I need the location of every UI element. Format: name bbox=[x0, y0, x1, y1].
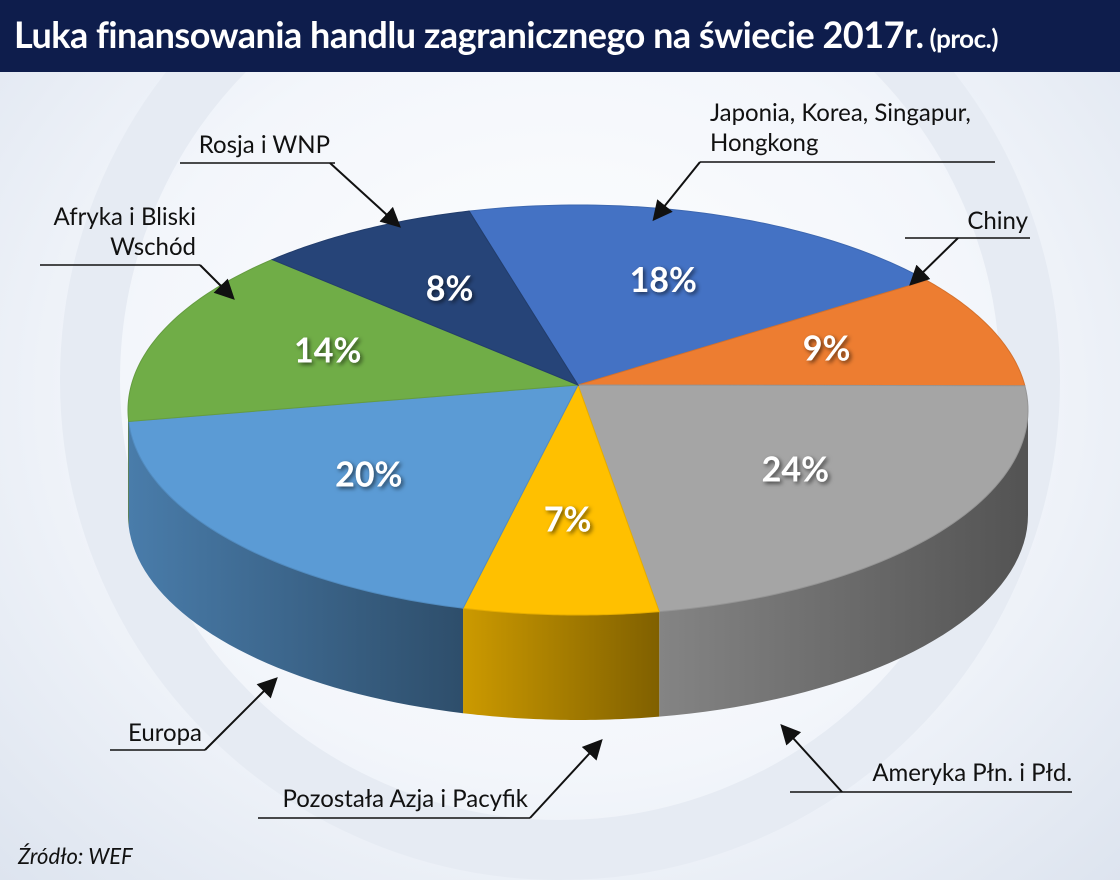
slice-side bbox=[659, 410, 1028, 717]
slice bbox=[462, 383, 660, 616]
value-label: 9% bbox=[803, 328, 851, 369]
category-label: Pozostała Azja i Pacyfik bbox=[282, 784, 528, 813]
value-label: 14% bbox=[294, 330, 361, 371]
chart-title: Luka finansowania handlu zagranicznego n… bbox=[14, 12, 924, 56]
category-label: Europa bbox=[128, 718, 202, 747]
label-arrow bbox=[199, 264, 235, 300]
label-arrow bbox=[529, 739, 603, 819]
label-arrow bbox=[652, 161, 701, 222]
source: Źródło: WEF bbox=[18, 842, 133, 869]
pie: 18% 9% 24% 7% 20% 14% 8% bbox=[127, 204, 1029, 720]
category-label: Afryka i Bliski Wschód bbox=[53, 202, 196, 261]
slice bbox=[128, 384, 579, 609]
bg-ring bbox=[60, 0, 1060, 880]
chart-subtitle: (proc.) bbox=[929, 22, 999, 54]
slice-side bbox=[128, 421, 464, 714]
label-arrow bbox=[204, 677, 278, 751]
category-label: Ameryka Płn. i Płd. bbox=[872, 758, 1072, 787]
value-label: 20% bbox=[335, 453, 402, 494]
value-label: 18% bbox=[630, 259, 697, 300]
value-label: 8% bbox=[426, 268, 474, 309]
slice bbox=[270, 210, 580, 387]
label-arrow bbox=[780, 724, 843, 793]
slice-side bbox=[128, 410, 129, 527]
slice bbox=[577, 384, 1029, 613]
category-label: Japonia, Korea, Singapur, Hongkong bbox=[710, 98, 971, 157]
value-label: 24% bbox=[762, 449, 829, 490]
slice bbox=[468, 204, 929, 386]
category-label: Chiny bbox=[967, 206, 1028, 235]
slice-side bbox=[463, 608, 660, 720]
label-arrow bbox=[329, 162, 401, 228]
title-row: Luka finansowania handlu zagranicznego n… bbox=[14, 12, 998, 56]
value-label: 7% bbox=[544, 499, 592, 540]
slice bbox=[577, 279, 1026, 387]
header: Luka finansowania handlu zagranicznego n… bbox=[0, 0, 1120, 72]
category-label: Rosja i WNP bbox=[198, 130, 330, 159]
label-arrow bbox=[909, 237, 959, 286]
